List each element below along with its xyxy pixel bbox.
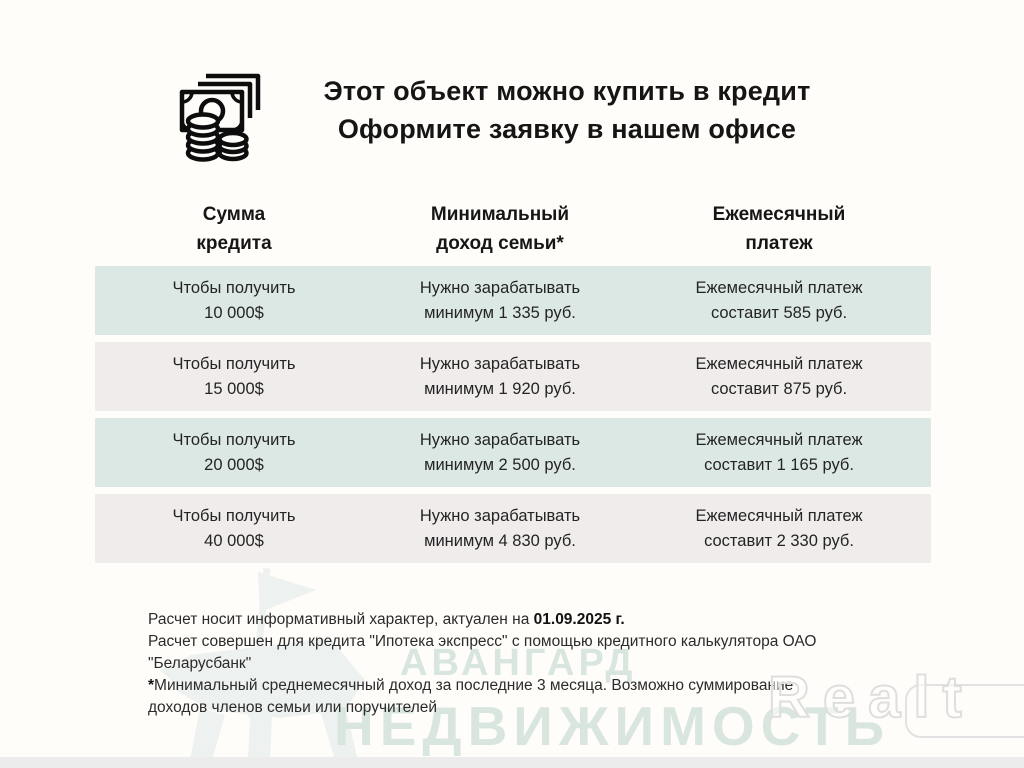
bottom-bar bbox=[0, 757, 1024, 768]
table-row: Чтобы получить 15 000$ Нужно зарабатыват… bbox=[95, 342, 931, 411]
page-title: Этот объект можно купить в кредит Оформи… bbox=[262, 72, 872, 148]
cell-credit-sum: Чтобы получить 20 000$ bbox=[172, 430, 296, 474]
cell-monthly-payment: Ежемесячный платеж составит 2 330 руб. bbox=[695, 506, 863, 550]
disclaimer-line-5: доходов членов семьи или поручителей bbox=[148, 699, 438, 716]
cell-monthly-payment: Ежемесячный платеж составит 875 руб. bbox=[695, 354, 863, 398]
cell-monthly-payment: Ежемесячный платеж составит 1 165 руб. bbox=[695, 430, 863, 474]
cell-min-income: Нужно зарабатывать минимум 1 920 руб. bbox=[419, 354, 581, 398]
table-row: Чтобы получить 20 000$ Нужно зарабатыват… bbox=[95, 418, 931, 487]
column-header-credit-sum: Сумма кредита bbox=[196, 204, 272, 254]
table-row: Чтобы получить 40 000$ Нужно зарабатыват… bbox=[95, 494, 931, 563]
actual-date: 01.09.2025 г. bbox=[533, 611, 625, 628]
title-line-2: Оформите заявку в нашем офисе bbox=[337, 114, 797, 144]
credit-table: Сумма кредита Минимальный доход семьи* Е… bbox=[95, 200, 931, 570]
disclaimer-line-3: "Беларусбанк" bbox=[148, 655, 252, 672]
money-banknotes-coins-icon bbox=[179, 73, 261, 162]
column-header-min-income: Минимальный доход семьи* bbox=[430, 204, 570, 254]
cell-credit-sum: Чтобы получить 15 000$ bbox=[172, 354, 296, 398]
column-header-monthly-payment: Ежемесячный платеж bbox=[712, 204, 846, 254]
cell-credit-sum: Чтобы получить 10 000$ bbox=[172, 278, 296, 322]
realt-watermark: Realt bbox=[767, 664, 975, 731]
knight-watermark bbox=[160, 567, 365, 760]
disclaimer-line-4: *Минимальный среднемесячный доход за пос… bbox=[148, 677, 794, 694]
cell-min-income: Нужно зарабатывать минимум 2 500 руб. bbox=[419, 430, 581, 474]
cell-min-income: Нужно зарабатывать минимум 1 335 руб. bbox=[419, 278, 581, 322]
brand-watermark-line2: НЕДВИЖИМОСТЬ bbox=[334, 695, 891, 757]
disclaimer-line-1: Расчет носит информативный характер, акт… bbox=[148, 611, 625, 628]
cell-credit-sum: Чтобы получить 40 000$ bbox=[172, 506, 296, 550]
cell-min-income: Нужно зарабатывать минимум 4 830 руб. bbox=[419, 506, 581, 550]
disclaimer-line-2: Расчет совершен для кредита "Ипотека экс… bbox=[148, 633, 817, 650]
disclaimer: Расчет носит информативный характер, акт… bbox=[148, 609, 908, 719]
realt-watermark-bubble bbox=[905, 684, 1024, 738]
brand-watermark-line1: АВАНГАРД bbox=[400, 642, 637, 684]
table-header-row: Сумма кредита Минимальный доход семьи* Е… bbox=[95, 200, 931, 258]
table-row: Чтобы получить 10 000$ Нужно зарабатыват… bbox=[95, 266, 931, 335]
title-line-1: Этот объект можно купить в кредит bbox=[323, 76, 811, 106]
cell-monthly-payment: Ежемесячный платеж составит 585 руб. bbox=[695, 278, 863, 322]
